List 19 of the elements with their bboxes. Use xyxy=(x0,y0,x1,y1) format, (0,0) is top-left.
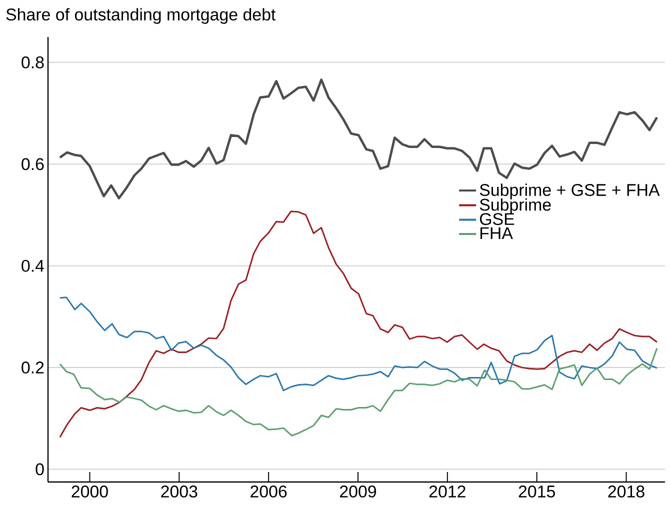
y-tick-label: 0.6 xyxy=(22,158,44,170)
chart-title: Share of outstanding mortgage debt xyxy=(6,8,276,24)
x-tick-label: 2015 xyxy=(518,486,555,498)
y-tick-label: 0 xyxy=(36,463,44,476)
x-tick-label: 2000 xyxy=(72,486,108,498)
y-tick-label: 0.2 xyxy=(22,362,44,374)
x-tick-label: 2003 xyxy=(161,486,198,498)
x-tick-label: 2012 xyxy=(429,486,466,498)
legend-label: GSE xyxy=(480,213,514,226)
y-tick-label: 0.8 xyxy=(22,56,44,68)
legend-label: FHA xyxy=(480,227,513,240)
x-tick-label: 2009 xyxy=(340,486,376,498)
line-series xyxy=(58,78,658,200)
x-tick-label: 2006 xyxy=(250,486,287,498)
legend-label: Subprime + GSE + FHA xyxy=(480,184,660,200)
x-tick-label: 2018 xyxy=(608,486,644,498)
y-tick-label: 0.4 xyxy=(22,260,44,272)
line-series xyxy=(59,347,658,436)
legend-label: Subprime xyxy=(480,198,551,214)
